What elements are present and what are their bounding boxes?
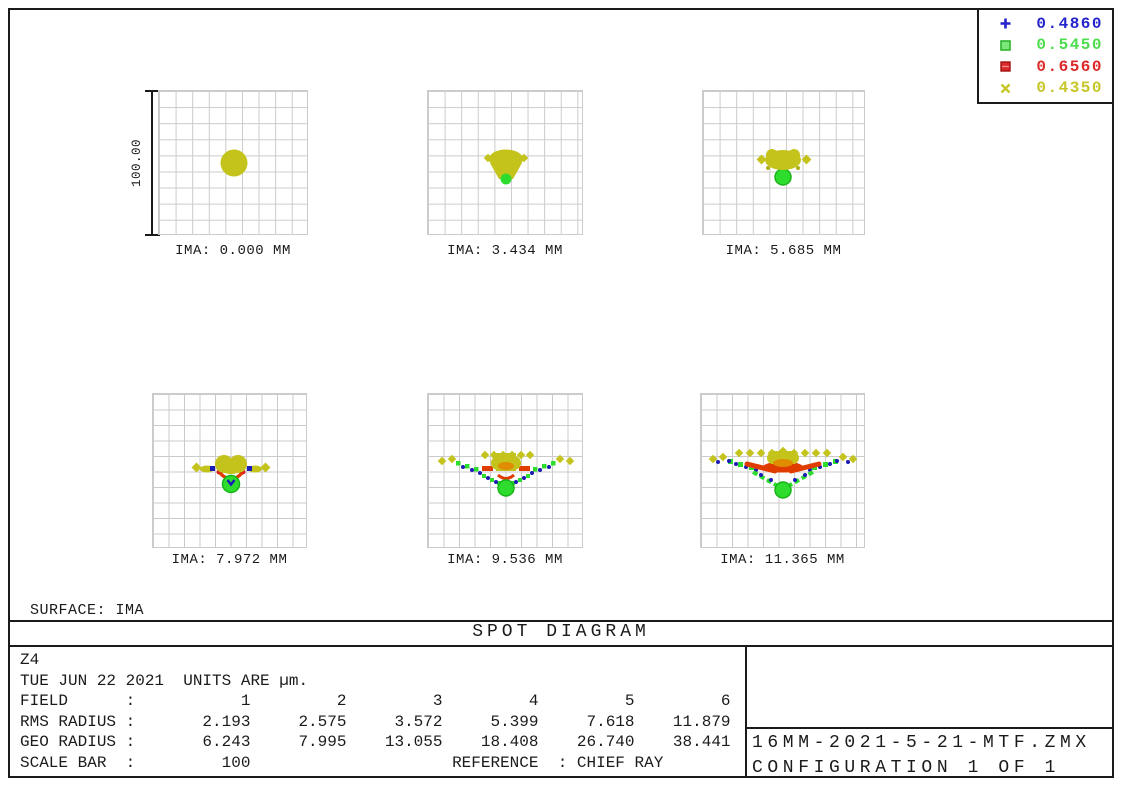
legend-wavelength: 0.4860 (1036, 14, 1103, 33)
scale-bar-label: 100.00 (130, 139, 144, 188)
lens-file-name: 16MM-2021-5-21-MTF.ZMX (752, 733, 1091, 753)
scale-bar-bottom-cap (145, 234, 160, 236)
wavelength-legend: 0.4860 0.5450 0.6560 0.4350 (977, 8, 1114, 104)
legend-row: 0.6560 (979, 58, 1112, 76)
ima-label-field-4: IMA: 7.972 MM (171, 552, 288, 568)
legend-wavelength: 0.4350 (1036, 79, 1103, 98)
x-icon (1000, 83, 1011, 94)
summary-date-units: TUE JUN 22 2021 UNITS ARE µm. (20, 671, 309, 690)
spot-grid-field-1 (158, 90, 308, 235)
summary-table: Z4 TUE JUN 22 2021 UNITS ARE µm. FIELD :… (20, 650, 731, 774)
ima-label-field-6: IMA: 11.365 MM (720, 552, 845, 568)
surface-label: SURFACE: IMA (30, 602, 145, 619)
plot-border (8, 8, 1114, 778)
spot-field-5 (437, 450, 575, 497)
summary-rms-row: RMS RADIUS : 2.193 2.575 3.572 5.399 7.6… (20, 712, 731, 731)
legend-row: 0.4860 (979, 15, 1112, 33)
summary-scalebar-row: SCALE BAR : 100 REFERENCE : CHIEF RAY (20, 753, 664, 772)
legend-wavelength: 0.5450 (1036, 36, 1103, 55)
summary-header: Z4 (20, 651, 40, 669)
scale-bar (151, 91, 153, 236)
spot-grid-field-6 (700, 393, 865, 548)
divider-line (8, 645, 1114, 647)
spot-field-3 (756, 149, 812, 186)
legend-row: 0.4350 (979, 79, 1112, 97)
configuration-label: CONFIGURATION 1 OF 1 (752, 758, 1061, 778)
summary-geo-row: GEO RADIUS : 6.243 7.995 13.055 18.408 2… (20, 733, 731, 752)
divider-line (8, 620, 1114, 622)
ima-label-field-2: IMA: 3.434 MM (447, 243, 563, 259)
spot-grid-field-5 (427, 393, 583, 548)
square-icon (1000, 39, 1011, 51)
ima-label-field-1: IMA: 0.000 MM (175, 243, 291, 259)
scale-bar-top-cap (145, 90, 160, 92)
spot-grid-field-3 (702, 90, 865, 235)
ima-label-field-5: IMA: 9.536 MM (447, 552, 563, 568)
spot-field-1 (220, 149, 248, 177)
spot-field-6 (708, 446, 858, 499)
legend-row: 0.5450 (979, 36, 1112, 54)
plus-icon (1000, 18, 1011, 29)
spot-grid-field-4 (152, 393, 307, 548)
divider-line (745, 645, 747, 778)
ima-label-field-3: IMA: 5.685 MM (725, 243, 842, 259)
spot-field-2 (483, 149, 529, 185)
spot-grid-field-2 (427, 90, 583, 235)
spot-field-4 (191, 455, 271, 494)
divider-line (745, 727, 1114, 729)
square-icon (1000, 61, 1011, 72)
page-title: SPOT DIAGRAM (472, 622, 650, 642)
summary-field-row: FIELD : 1 2 3 4 5 6 (20, 692, 731, 711)
legend-wavelength: 0.6560 (1036, 57, 1103, 76)
